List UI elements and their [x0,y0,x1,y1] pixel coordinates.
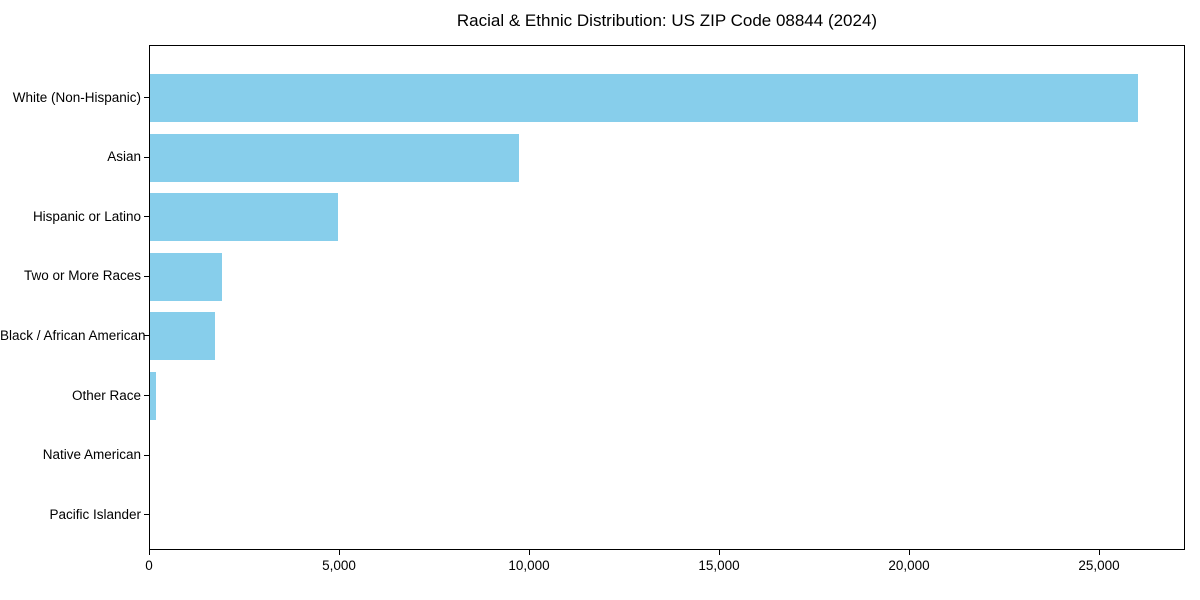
x-axis-label-0: 0 [145,558,153,573]
y-axis-label-other-race: Other Race [71,387,141,403]
x-axis-label-20000: 20,000 [888,558,930,573]
bar-white-non-hispanic [150,74,1138,122]
y-axis-label-white-non-hispanic: White (Non-Hispanic) [12,89,141,105]
y-axis-tick [144,514,149,516]
x-axis-tick [529,550,530,555]
y-axis-label-black-african-american: Black / African American [0,327,146,343]
y-axis-tick [144,216,149,218]
x-axis-tick [339,550,340,555]
y-axis-label-hispanic-or-latino: Hispanic or Latino [32,208,141,224]
x-axis-tick [909,550,910,555]
x-axis-tick [149,550,150,555]
plot-area [149,45,1185,550]
bar-other-race [150,372,156,420]
bar-black-african-american [150,312,215,361]
x-axis-label-15000: 15,000 [698,558,740,573]
bar-two-or-more-races [150,252,223,301]
y-axis-tick [144,156,149,158]
x-axis-tick [1099,550,1100,555]
y-axis-tick [144,275,149,277]
x-axis-tick [719,550,720,555]
bar-hispanic-or-latino [150,193,339,242]
y-axis-label-two-or-more-races: Two or More Races [23,268,141,284]
y-axis-label-native-american: Native American [42,447,141,463]
chart-title: Racial & Ethnic Distribution: US ZIP Cod… [456,11,878,30]
x-axis-label-5000: 5,000 [322,558,356,573]
y-axis-tick [144,335,149,337]
y-axis-tick [144,395,149,396]
x-axis-label-25000: 25,000 [1078,558,1120,573]
y-axis-label-pacific-islander: Pacific Islander [49,506,141,522]
bar-asian [150,133,519,182]
x-axis-label-10000: 10,000 [508,558,550,573]
y-axis-label-asian: Asian [107,149,141,165]
y-axis-tick [144,454,149,456]
y-axis-tick [144,97,149,98]
